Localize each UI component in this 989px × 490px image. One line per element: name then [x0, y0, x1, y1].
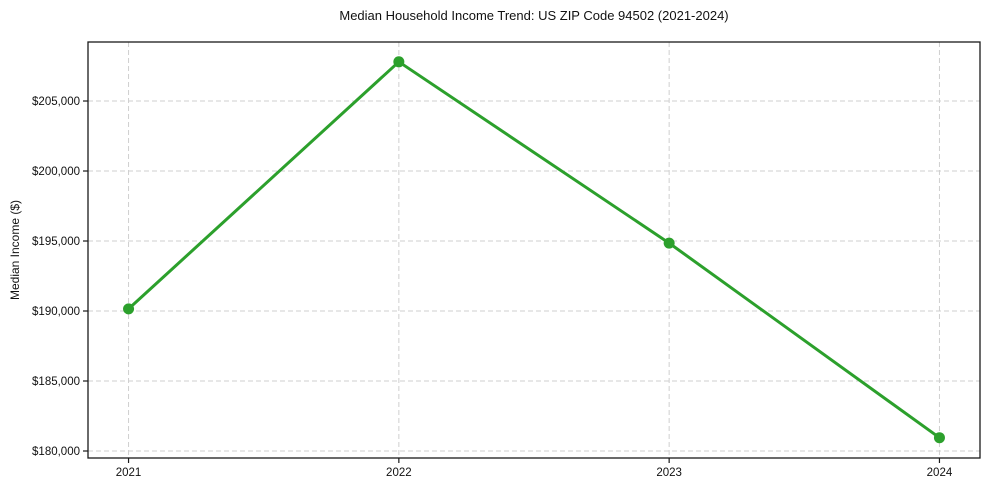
y-tick-label: $205,000: [32, 96, 80, 108]
trend-line: [127, 60, 941, 440]
chart-title: Median Household Income Trend: US ZIP Co…: [339, 8, 729, 23]
plot-border: [87, 41, 981, 459]
y-tick-label: $185,000: [32, 376, 80, 388]
data-point-2022: [393, 56, 405, 68]
x-tick-label: 2024: [927, 467, 953, 479]
x-tick-label: 2022: [386, 467, 412, 479]
x-tick-label: 2021: [116, 467, 142, 479]
y-tick-label: $200,000: [32, 166, 80, 178]
data-point-2021: [123, 303, 135, 315]
y-tick-label: $190,000: [32, 306, 80, 318]
y-tick-label: $180,000: [32, 446, 80, 458]
data-point-2023: [663, 237, 675, 249]
x-tick-label: 2023: [656, 467, 682, 479]
y-tick-label: $195,000: [32, 236, 80, 248]
data-point-2024: [933, 432, 945, 444]
